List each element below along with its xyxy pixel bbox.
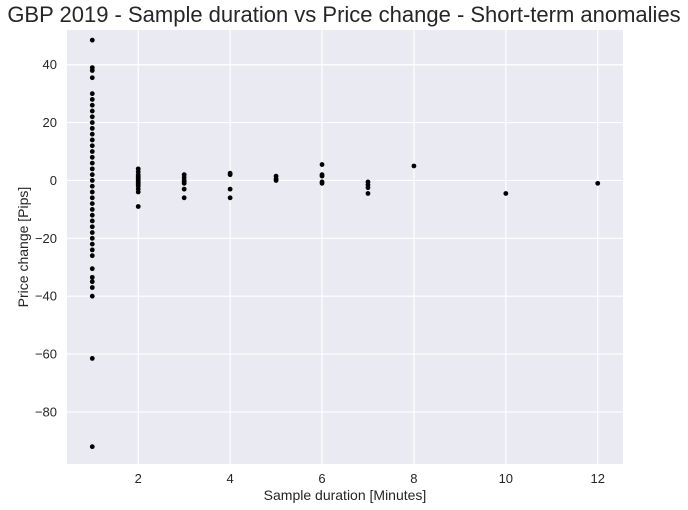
data-point: [365, 191, 371, 196]
data-point: [319, 173, 325, 179]
y-tick-label: 40: [43, 57, 57, 72]
x-tick-label: 8: [410, 471, 417, 486]
data-point: [89, 120, 95, 125]
y-tick-label: 0: [50, 173, 57, 188]
y-tick-label: 20: [43, 115, 57, 130]
data-point: [89, 195, 95, 201]
data-point: [89, 178, 95, 183]
data-point: [181, 186, 187, 192]
data-point: [89, 230, 95, 235]
data-point: [89, 172, 95, 178]
data-point: [319, 180, 325, 186]
data-point: [135, 204, 141, 209]
data-point: [181, 180, 187, 186]
data-point: [89, 444, 95, 450]
data-point: [89, 166, 95, 172]
data-point: [89, 114, 95, 120]
data-point: [503, 191, 509, 196]
y-tick-label: −60: [35, 347, 57, 362]
data-point: [89, 218, 95, 224]
data-point: [89, 247, 95, 253]
data-point: [227, 172, 233, 178]
plot-background: [67, 30, 623, 464]
x-tick-label: 10: [499, 471, 513, 486]
data-point: [89, 293, 95, 299]
data-point: [89, 154, 95, 160]
grid-lines: [67, 30, 623, 464]
x-tick-label: 4: [227, 471, 234, 486]
data-point: [89, 108, 95, 114]
data-point: [89, 253, 95, 259]
data-point: [319, 162, 325, 167]
data-point: [89, 355, 95, 361]
data-point: [89, 125, 95, 131]
data-point: [89, 266, 95, 272]
x-tick-label: 12: [590, 471, 604, 486]
x-tick-label: 2: [135, 471, 142, 486]
data-point: [89, 37, 95, 43]
data-point: [89, 143, 95, 149]
y-tick-label: −80: [35, 404, 57, 419]
x-axis-label: Sample duration [Minutes]: [264, 487, 427, 503]
data-point: [89, 160, 95, 166]
data-point: [89, 183, 95, 189]
data-point: [89, 212, 95, 218]
chart-title: GBP 2019 - Sample duration vs Price chan…: [7, 2, 681, 27]
data-point: [89, 68, 95, 73]
data-point: [89, 75, 95, 81]
data-point: [227, 186, 233, 192]
x-tick-label: 6: [318, 471, 325, 486]
data-point: [89, 91, 95, 97]
data-point: [365, 185, 371, 191]
y-axis-label: Price change [Pips]: [15, 187, 31, 308]
data-point: [89, 102, 95, 108]
data-point: [89, 201, 95, 207]
data-point: [89, 224, 95, 230]
data-point: [89, 241, 95, 247]
data-point: [89, 189, 95, 195]
data-point: [89, 149, 95, 154]
data-point: [89, 206, 95, 212]
tick-labels: 2 4 6 8 10 12 −80 −60 −40 −20 0 20 40: [35, 57, 605, 486]
data-point: [89, 131, 95, 137]
data-point: [135, 189, 141, 195]
data-point: [89, 97, 95, 102]
data-point: [595, 180, 601, 186]
data-point: [89, 235, 95, 241]
data-point: [89, 285, 95, 290]
y-tick-label: −20: [35, 231, 57, 246]
data-point: [181, 195, 187, 201]
data-point: [273, 178, 279, 183]
data-point: [89, 137, 95, 143]
data-point: [227, 195, 233, 201]
data-point: [89, 274, 95, 280]
data-point: [411, 163, 417, 169]
data-points: [89, 37, 601, 450]
y-tick-label: −40: [35, 289, 57, 304]
data-point: [89, 279, 95, 285]
